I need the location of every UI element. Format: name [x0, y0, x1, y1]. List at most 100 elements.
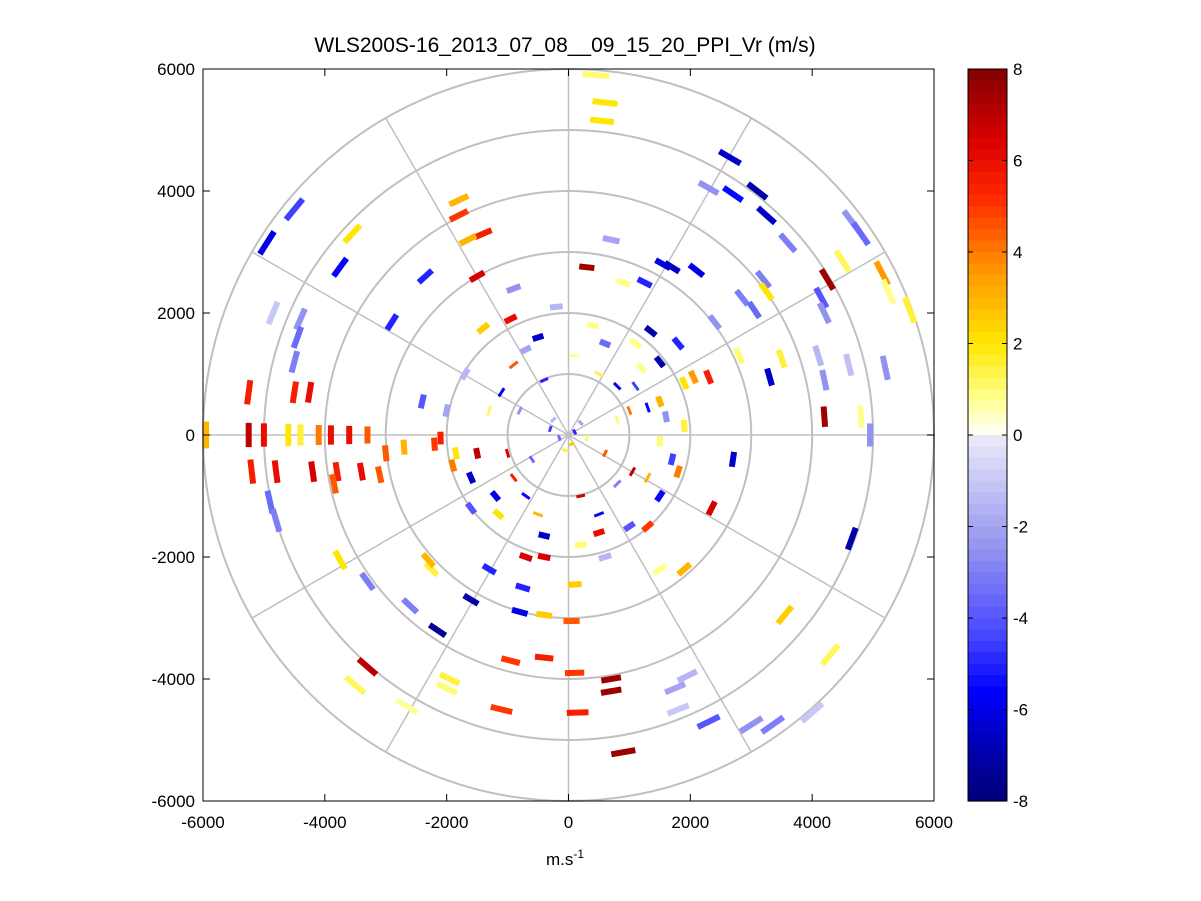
velocity-mark [535, 610, 553, 619]
colorbar-band [968, 412, 1007, 425]
colorbar-band [968, 503, 1007, 516]
colorbar-band [968, 629, 1007, 642]
colorbar-band [968, 69, 1007, 82]
velocity-mark [283, 197, 306, 222]
colorbar-band [968, 366, 1007, 379]
velocity-mark [492, 508, 505, 521]
colorbar-band [968, 469, 1007, 482]
colorbar-band [968, 263, 1007, 276]
colorbar [968, 69, 1007, 802]
y-tick-label: -4000 [152, 670, 195, 689]
colorbar-band [968, 732, 1007, 745]
velocity-mark [537, 552, 551, 562]
velocity-mark [489, 489, 502, 503]
velocity-mark [458, 232, 478, 247]
velocity-mark [532, 511, 544, 518]
velocity-mark [589, 116, 615, 126]
velocity-mark [696, 713, 721, 730]
velocity-mark [289, 381, 300, 404]
velocity-mark [598, 338, 612, 349]
velocity-mark [662, 410, 670, 423]
velocity-mark [758, 281, 775, 302]
colorbar-tick-label: -6 [1013, 701, 1028, 720]
velocity-mark [557, 434, 562, 442]
colorbar-band [968, 297, 1007, 310]
x-tick-label: -2000 [425, 813, 468, 832]
velocity-mark [395, 697, 419, 716]
velocity-mark [614, 415, 620, 425]
velocity-mark [667, 453, 677, 466]
velocity-mark [678, 376, 690, 391]
colorbar-tick-label: -4 [1013, 609, 1028, 628]
velocity-mark [636, 276, 653, 289]
colorbar-band [968, 149, 1007, 162]
velocity-mark [547, 425, 553, 433]
velocity-mark [600, 686, 622, 696]
velocity-mark [663, 260, 681, 275]
velocity-mark [539, 376, 549, 384]
colorbar-band [968, 446, 1007, 459]
velocity-mark [843, 353, 855, 377]
y-tick-label: 4000 [157, 182, 195, 201]
azimuth-spoke [567, 117, 752, 436]
velocity-mark [435, 680, 458, 696]
velocity-mark [697, 179, 720, 197]
velocity-mark [813, 286, 830, 309]
velocity-mark [643, 324, 658, 338]
velocity-mark [464, 501, 478, 515]
velocity-mark [844, 526, 859, 551]
colorbar-tick-label: 0 [1013, 426, 1022, 445]
velocity-mark [331, 256, 350, 278]
velocity-mark [304, 381, 315, 404]
velocity-mark [356, 656, 379, 677]
colorbar-band [968, 618, 1007, 631]
colorbar-band [968, 80, 1007, 93]
x-tick-label: 0 [564, 813, 573, 832]
velocity-mark [343, 674, 367, 696]
velocity-mark [511, 606, 529, 617]
colorbar-band [968, 435, 1007, 448]
x-tick-label: -6000 [181, 813, 224, 832]
colorbar-band [968, 252, 1007, 265]
x-tick-label: 2000 [671, 813, 709, 832]
colorbar-band [968, 320, 1007, 333]
velocity-mark [473, 447, 482, 460]
velocity-mark [459, 367, 471, 381]
velocity-mark [644, 402, 651, 413]
velocity-mark [707, 313, 722, 331]
velocity-mark [486, 405, 493, 416]
velocity-mark [465, 471, 477, 485]
velocity-mark [566, 709, 589, 716]
colorbar-band [968, 698, 1007, 711]
velocity-mark [778, 232, 798, 254]
colorbar-band [968, 549, 1007, 562]
velocity-mark [602, 449, 609, 458]
velocity-mark [687, 262, 706, 279]
velocity-mark [799, 701, 825, 724]
colorbar-band [968, 217, 1007, 230]
velocity-mark [602, 235, 621, 245]
velocity-mark [500, 655, 521, 666]
colorbar-band [968, 274, 1007, 287]
colorbar-band [968, 160, 1007, 173]
velocity-mark [760, 714, 786, 735]
colorbar-band [968, 114, 1007, 127]
colorbar-tick-label: 4 [1013, 243, 1022, 262]
velocity-mark [384, 313, 400, 332]
velocity-mark [427, 622, 448, 639]
velocity-mark [473, 227, 493, 241]
velocity-mark [643, 472, 652, 483]
azimuth-spoke [251, 434, 569, 619]
velocity-mark [381, 445, 390, 462]
x-tick-label: 6000 [915, 813, 953, 832]
colorbar-band [968, 652, 1007, 665]
velocity-mark [734, 288, 751, 307]
colorbar-band [968, 389, 1007, 402]
velocity-mark [673, 464, 683, 479]
velocity-mark [451, 446, 460, 460]
colorbar-band [968, 206, 1007, 219]
velocity-mark [732, 347, 746, 365]
velocity-mark [308, 461, 318, 483]
colorbar-band [968, 572, 1007, 585]
